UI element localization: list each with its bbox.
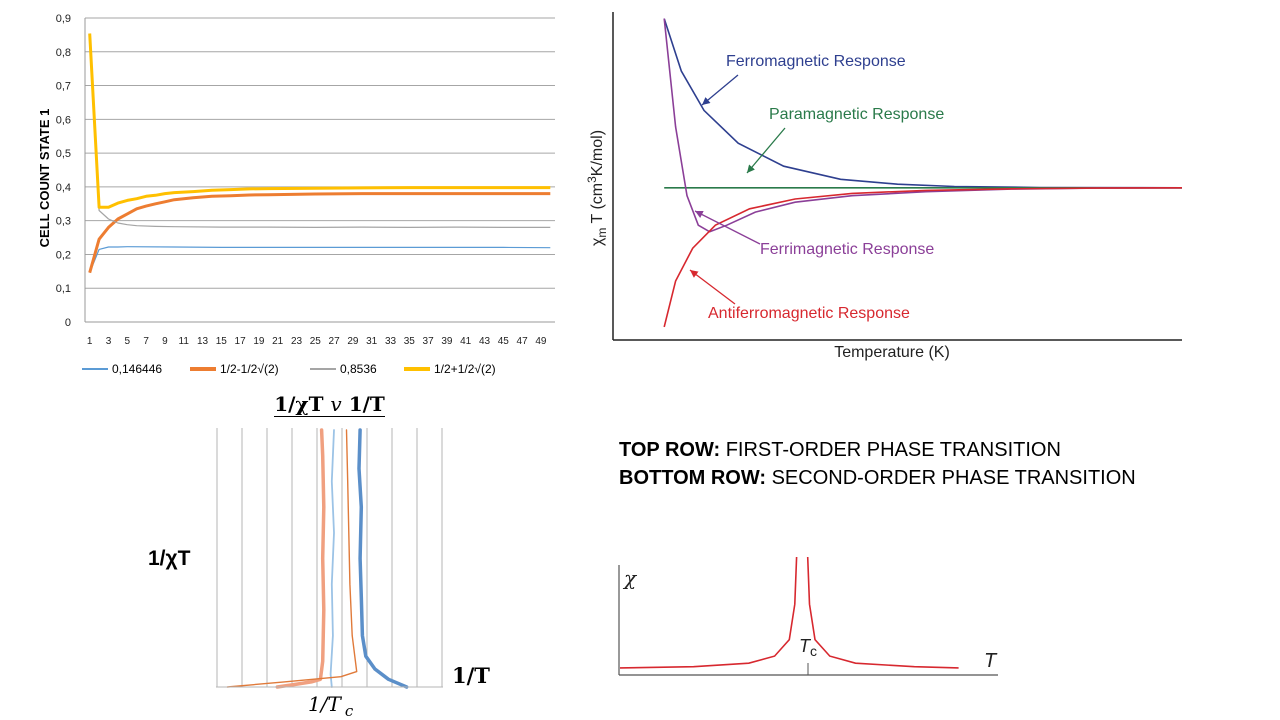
ferromagnetic-label: Ferromagnetic Response xyxy=(726,53,906,70)
y-tick-label: 0,4 xyxy=(56,182,71,194)
series-line xyxy=(663,187,1183,328)
y-tick-label: 0,1 xyxy=(56,283,71,295)
legend-label: 1/2-1/2√(2) xyxy=(220,362,279,376)
ferrimagnetic-label: Ferrimagnetic Response xyxy=(760,241,934,258)
series-line xyxy=(89,33,551,228)
t-axis-label: T xyxy=(984,650,998,672)
x-tick-label: 25 xyxy=(310,336,322,347)
inverse-chart-title: 1/χT v 1/T xyxy=(216,392,443,417)
y-tick-label: 0,5 xyxy=(56,148,71,160)
series-line xyxy=(88,192,551,274)
inverse-chart-title-text: 1/χT v 1/T xyxy=(274,392,385,417)
susceptibility-chart: χ T Tc xyxy=(618,556,998,676)
legend-swatch xyxy=(310,368,336,370)
tc-label: Tc xyxy=(799,636,817,659)
top-row-caption: TOP ROW: FIRST-ORDER PHASE TRANSITION xyxy=(619,439,1061,461)
y-tick-label: 0,6 xyxy=(56,114,71,126)
y-tick-label: 0,3 xyxy=(56,216,71,228)
x-tick-label: 29 xyxy=(347,336,359,347)
paramagnetic-label: Paramagnetic Response xyxy=(769,106,944,123)
series-line xyxy=(89,246,551,273)
legend-item: 0,146446 xyxy=(82,362,162,376)
x-tick-label: 21 xyxy=(272,336,284,347)
series-line xyxy=(226,429,358,688)
legend-label: 1/2+1/2√(2) xyxy=(434,362,496,376)
legend-swatch xyxy=(82,368,108,370)
inverse-critical-label: 1/T c xyxy=(308,692,354,720)
legend-item: 1/2+1/2√(2) xyxy=(404,362,496,376)
inverse-x-axis-label: 1/T xyxy=(452,663,490,688)
y-tick-label: 0,9 xyxy=(56,13,71,25)
x-tick-label: 27 xyxy=(329,336,341,347)
y-tick-label: 0,8 xyxy=(56,47,71,59)
series-line xyxy=(663,18,1183,233)
temperature-axis-label: Temperature (K) xyxy=(834,344,950,361)
x-tick-label: 41 xyxy=(460,336,472,347)
series-line xyxy=(329,429,335,688)
x-tick-label: 11 xyxy=(179,336,190,347)
x-tick-label: 43 xyxy=(479,336,491,347)
x-tick-label: 49 xyxy=(535,336,547,347)
y-tick-label: 0 xyxy=(65,317,71,329)
x-tick-label: 31 xyxy=(366,336,378,347)
legend-swatch xyxy=(404,367,430,371)
series-line xyxy=(88,33,551,209)
legend-label: 0,8536 xyxy=(340,362,377,376)
x-tick-label: 33 xyxy=(385,336,397,347)
legend-swatch xyxy=(190,367,216,371)
y-tick-label: 0,2 xyxy=(56,249,71,261)
series-line xyxy=(806,556,959,669)
series-line xyxy=(357,428,409,689)
y-tick-label: 0,7 xyxy=(56,81,71,93)
inverse-y-axis-label: 1/χT xyxy=(148,547,191,570)
x-tick-label: 9 xyxy=(162,336,168,347)
cell-count-y-axis-label: CELL COUNT STATE 1 xyxy=(37,109,52,248)
legend-item: 1/2-1/2√(2) xyxy=(190,362,279,376)
ferrimagnetic-arrow xyxy=(694,210,761,245)
x-tick-label: 23 xyxy=(291,336,303,347)
x-tick-label: 17 xyxy=(235,336,247,347)
x-tick-label: 13 xyxy=(197,336,209,347)
magnetic-response-chart: Ferromagnetic Response Paramagnetic Resp… xyxy=(585,12,1183,361)
x-tick-label: 3 xyxy=(106,336,112,347)
legend-item: 0,8536 xyxy=(310,362,377,376)
bottom-row-caption: BOTTOM ROW: SECOND-ORDER PHASE TRANSITIO… xyxy=(619,467,1136,489)
x-tick-label: 47 xyxy=(517,336,529,347)
x-tick-label: 15 xyxy=(216,336,228,347)
x-tick-label: 7 xyxy=(143,336,149,347)
antiferromagnetic-label: Antiferromagnetic Response xyxy=(708,305,910,322)
antiferromagnetic-arrow xyxy=(689,269,736,305)
x-tick-label: 45 xyxy=(498,336,510,347)
x-tick-label: 1 xyxy=(87,336,93,347)
x-tick-label: 37 xyxy=(423,336,435,347)
legend-label: 0,146446 xyxy=(112,362,163,376)
x-tick-label: 5 xyxy=(125,336,131,347)
x-tick-label: 39 xyxy=(441,336,453,347)
x-tick-label: 19 xyxy=(253,336,265,347)
series-line xyxy=(619,556,798,669)
x-tick-label: 35 xyxy=(404,336,416,347)
series-line xyxy=(663,18,1183,189)
paramagnetic-arrow xyxy=(746,127,786,174)
ferromagnetic-arrow xyxy=(701,74,739,106)
chi-axis-label: χm T (cm3K/mol) xyxy=(585,130,609,246)
inverse-susceptibility-chart xyxy=(216,428,443,689)
cell-count-chart: 00,10,20,30,40,50,60,70,80,9 1 3 5 7 9 11 13 15… xyxy=(37,13,555,347)
chi-axis-label: χ xyxy=(622,566,638,590)
series-line xyxy=(275,428,326,689)
